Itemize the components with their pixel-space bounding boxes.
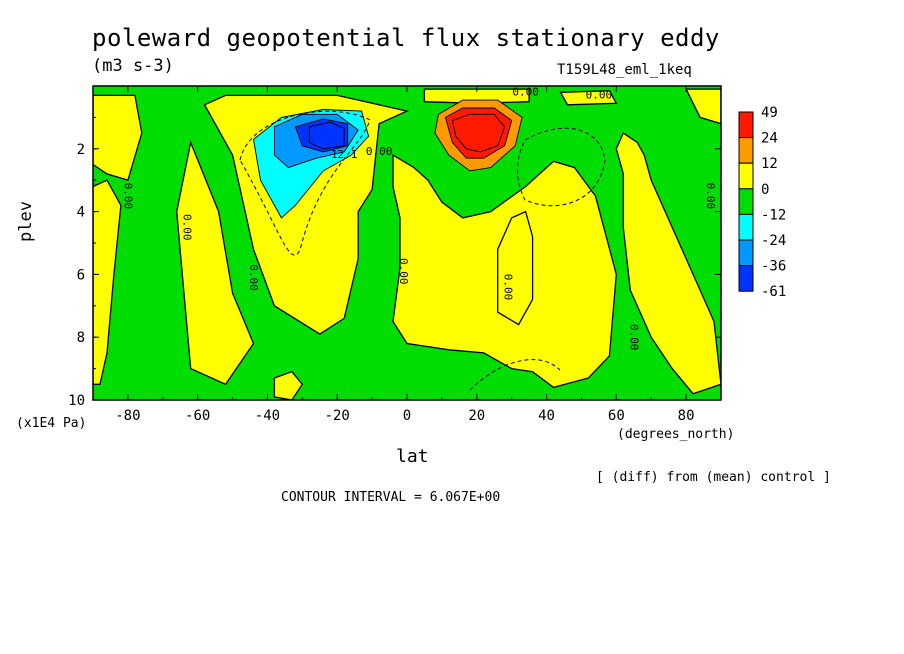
x-axis-units: (degrees_north) [617,427,735,442]
y-tick-label: 10 [68,393,85,409]
x-tick-label: 40 [538,408,555,424]
contour-label: 0.00 [512,85,539,98]
contour-region [685,88,721,125]
colorbar-label: 49 [761,105,778,121]
contour-region [451,113,506,153]
contour-region [93,94,143,182]
x-tick-label: -60 [185,408,210,424]
contour-label: 0.00 [704,183,717,210]
contour-label: 0.00 [397,258,410,285]
contour-lines [239,110,606,391]
contour-region [308,121,345,150]
x-tick-label: -40 [255,408,280,424]
y-axis-multiplier: (x1E4 Pa) [16,416,87,431]
y-tick-label: 8 [77,330,85,346]
contour-label: 0.00 [121,183,134,210]
colorbar-swatch [738,265,754,292]
x-tick-label: 60 [608,408,625,424]
contour-label: 0.00 [366,145,393,158]
contour-label: 0.00 [181,214,194,241]
colorbar-label: -24 [761,233,786,249]
contour-region [203,94,410,335]
figure-title: poleward geopotential flux stationary ed… [92,24,720,52]
contour-region [176,140,255,386]
dashed-contour [469,359,561,391]
colorbar-label: -12 [761,207,786,223]
colorbar-label: -36 [761,259,786,275]
dashed-contour [517,127,606,207]
contour-fills [93,88,721,400]
y-tick-label: 4 [77,205,85,221]
colorbar-label: 0 [761,182,769,198]
colorbar-swatch [738,239,754,267]
contour-label: 0.00 [502,274,515,301]
colorbar-label: -61 [761,284,786,300]
x-tick-label: -20 [325,408,350,424]
y-tick-label: 2 [77,142,85,158]
contour-label: 0.00 [247,264,260,291]
colorbar-swatch [738,188,754,215]
x-tick-label: 20 [468,408,485,424]
axis-tick-labels: -80 -60 -40 -20 0 20 40 60 80 2 4 6 8 10 [68,142,694,424]
x-axis-label: lat [396,446,429,467]
colorbar-label: 12 [761,156,778,172]
contour-region [93,179,122,385]
colorbar-swatch [738,111,754,139]
colorbar-swatch [738,137,754,164]
y-tick-label: 6 [77,267,85,283]
contour-label: 0.00 [627,324,640,351]
contour-region [273,370,304,400]
run-label: T159L48_eml_1keq [557,62,692,78]
colorbar-swatch [738,162,754,190]
comparison-note: [ (diff) from (mean) control ] [596,470,831,485]
colorbar-swatch [738,213,754,241]
contour-region [615,132,721,395]
x-tick-label: 80 [678,408,695,424]
contour-label-layer: 0.00 0.00 0.00 0.00 0.00 0.00 0.00 0.00 0.00 0.00… [121,85,717,350]
contour-label: 12.1 [331,148,358,161]
x-tick-label: -80 [115,408,140,424]
x-tick-label: 0 [403,408,411,424]
contour-label: 0.00 [586,89,613,102]
colorbar-label: 24 [761,131,778,147]
axis-ticks [92,86,722,401]
contour-region [423,88,530,104]
figure-units: (m3 s-3) [92,56,174,76]
contour-interval: CONTOUR INTERVAL = 6.067E+00 [281,490,501,505]
contour-region [559,90,618,106]
colorbar: 49 24 12 0 -12 -24 -36 -61 [738,105,786,300]
contour-region [497,210,534,326]
